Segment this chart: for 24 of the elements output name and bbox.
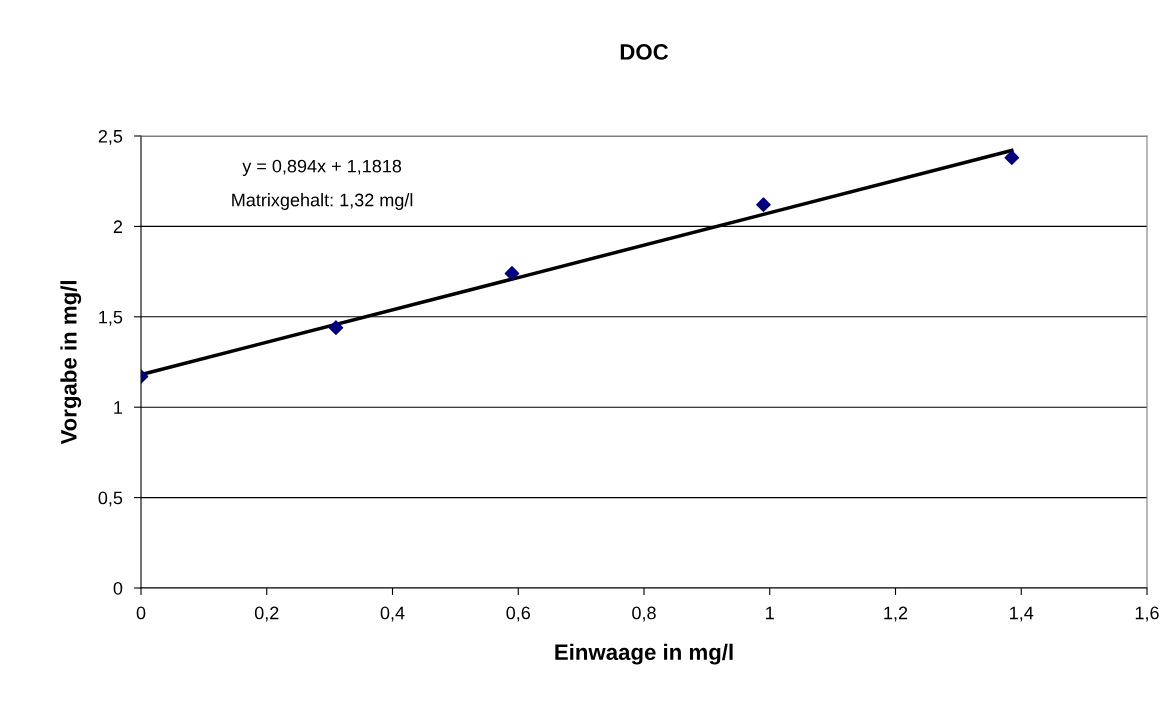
- point: [1004, 150, 1020, 165]
- point: [756, 197, 771, 212]
- x-tick-label: 1,6: [1135, 606, 1159, 622]
- annotation: Matrixgehalt: 1,32 mg/l: [232, 193, 413, 210]
- x-axis-title: Einwaage in mg/l: [555, 643, 733, 665]
- y-tick-label: 2,5: [98, 129, 123, 145]
- chart-title: DOC: [620, 44, 669, 60]
- x-tick-label: 1,2: [884, 606, 908, 622]
- x-tick-label: 0: [136, 606, 146, 620]
- x-tick-label: 1: [766, 606, 774, 620]
- x-tick-label: 1,4: [1010, 606, 1034, 622]
- x-tick-label: 0,4: [380, 606, 405, 622]
- x-tick-label: 0,2: [254, 606, 279, 622]
- y-tick-label: 1,5: [99, 310, 123, 326]
- x-tick-label: 0,6: [506, 606, 531, 622]
- point: [504, 266, 520, 281]
- annotation: y = 0,894x + 1,1818: [242, 159, 402, 177]
- x-tick-label: 0,8: [632, 606, 656, 622]
- y-axis-title: Vorgabe in mg/l: [60, 281, 82, 445]
- y-tick-label: 2: [113, 220, 123, 233]
- y-tick-label: 0,5: [98, 491, 123, 507]
- y-tick-label: 1: [114, 401, 123, 414]
- y-tick-label: 0: [113, 581, 123, 595]
- point: [328, 320, 344, 335]
